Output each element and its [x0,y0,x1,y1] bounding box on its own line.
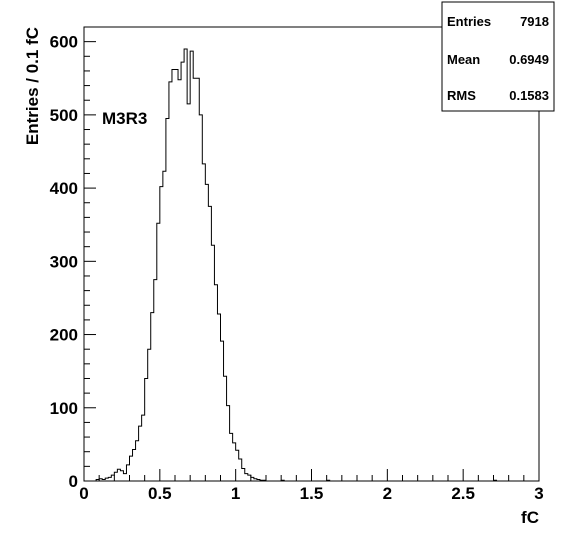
stats-entries-label: Entries [447,14,491,29]
histogram-line [84,48,539,482]
histogram-annotation: M3R3 [102,109,147,128]
stats-entries-value: 7918 [520,14,549,29]
y-tick-label: 0 [69,472,78,491]
stats-box: Entries 7918 Mean 0.6949 RMS 0.1583 [441,1,555,112]
y-tick-label: 300 [50,252,78,271]
stats-mean-label: Mean [447,52,480,67]
stats-mean-value: 0.6949 [509,52,549,67]
x-tick-label: 2 [383,484,392,503]
x-tick-label: 0 [79,484,88,503]
x-axis-title: fC [521,508,539,527]
y-tick-label: 100 [50,399,78,418]
stats-box-frame [441,1,555,112]
stats-rms-label: RMS [447,88,476,103]
tick-labels: 0 0.5 1 1.5 2 2.5 3 0 100 200 300 400 500 600 [50,33,544,503]
x-tick-label: 1 [231,484,240,503]
x-tick-label: 1.5 [300,484,324,503]
y-tick-label: 500 [50,106,78,125]
y-axis-title: Entries / 0.1 fC [23,27,42,145]
x-tick-label: 0.5 [148,484,172,503]
axis-ticks [83,26,540,482]
stats-rms-value: 0.1583 [509,88,549,103]
y-tick-label: 200 [50,326,78,345]
y-tick-label: 400 [50,179,78,198]
x-tick-label: 2.5 [451,484,475,503]
x-tick-label: 3 [534,484,543,503]
y-tick-label: 600 [50,33,78,52]
